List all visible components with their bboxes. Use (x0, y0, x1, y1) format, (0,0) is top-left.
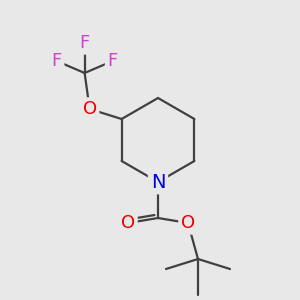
Text: F: F (80, 34, 90, 52)
Text: F: F (52, 52, 62, 70)
Text: O: O (82, 100, 97, 118)
Text: O: O (181, 214, 195, 232)
Text: F: F (107, 52, 118, 70)
Text: O: O (121, 214, 135, 232)
Text: N: N (151, 172, 165, 191)
